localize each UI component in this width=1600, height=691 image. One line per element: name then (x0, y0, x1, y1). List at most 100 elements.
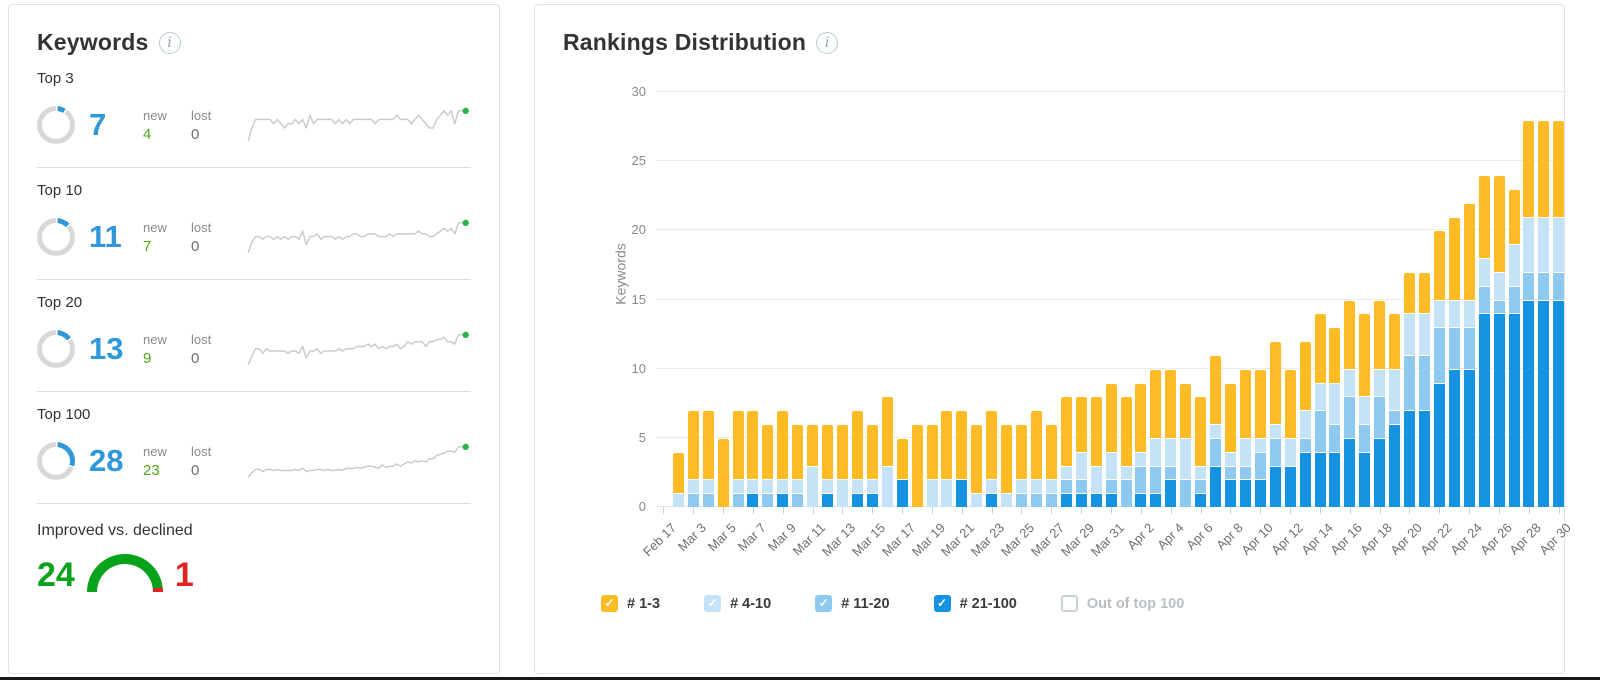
bar-segment-11-20 (1210, 438, 1222, 466)
bar-segment-1-3 (941, 411, 953, 480)
x-tick-label: Apr 20 (1387, 520, 1425, 558)
x-tick (663, 507, 665, 514)
trend-sparkline (247, 219, 469, 254)
bar-segment-1-3 (747, 411, 759, 480)
bar-segment-11-20 (762, 494, 774, 507)
bar-segment-1-3 (1150, 369, 1162, 438)
legend-label: # 1-3 (627, 595, 661, 612)
chart-bars (656, 92, 1566, 507)
x-tick (1409, 507, 1411, 514)
new-label: new (143, 107, 167, 123)
bar-segment-4-10 (1374, 369, 1386, 397)
x-tick (872, 507, 874, 514)
legend-checkbox-outoftop100[interactable]: Out of top 100 (1060, 595, 1184, 612)
bar-column-mar-23 (984, 92, 999, 507)
bar-segment-1-3 (866, 425, 878, 480)
x-tick-label: Mar 5 (704, 520, 739, 555)
x-tick-label: Apr 24 (1446, 520, 1485, 558)
x-tick (1469, 507, 1471, 514)
bar-column-mar-3 (686, 92, 701, 507)
x-tick-label: Mar 29 (1057, 520, 1097, 560)
bar-segment-21-100 (1195, 494, 1207, 507)
legend-checkbox-11-20[interactable]: ✓ # 11-20 (815, 595, 890, 612)
bar-column-apr-7 (1208, 92, 1223, 507)
window-bottom-edge (0, 677, 1600, 680)
x-tick-label: Mar 23 (968, 520, 1008, 560)
bar-column-apr-8 (1223, 92, 1238, 507)
legend-checkbox-21-100[interactable]: ✓ # 21-100 (933, 595, 1017, 612)
bar-segment-4-10 (1329, 383, 1341, 425)
bar-segment-1-3 (1075, 397, 1087, 452)
bar-segment-4-10 (1239, 438, 1251, 466)
bar-segment-1-3 (986, 411, 998, 480)
bar-column-mar-19 (925, 92, 940, 507)
x-tick (782, 507, 784, 514)
trend-sparkline (247, 107, 469, 142)
bar-segment-11-20 (1553, 272, 1565, 300)
info-icon[interactable]: i (158, 31, 181, 54)
new-label: new (143, 219, 167, 235)
bar-segment-11-20 (1120, 480, 1132, 507)
bar-segment-21-100 (777, 494, 789, 507)
keyword-count: 7 (89, 107, 107, 142)
lost-value: 0 (191, 461, 200, 479)
bar-segment-21-100 (1150, 494, 1162, 507)
improved-vs-declined-label: Improved vs. declined (37, 522, 193, 539)
bar-segment-11-20 (1254, 452, 1266, 480)
x-tick (1498, 507, 1500, 514)
x-tick (1051, 507, 1053, 514)
bar-segment-1-3 (717, 438, 729, 507)
bar-column-mar-31 (1104, 92, 1119, 507)
bar-segment-1-3 (1463, 203, 1475, 300)
bar-segment-4-10 (1359, 397, 1371, 425)
lost-value: 0 (191, 349, 200, 367)
x-tick-label: Apr 2 (1123, 520, 1157, 553)
legend-checkbox-4-10[interactable]: ✓ # 4-10 (704, 595, 771, 612)
bar-segment-21-100 (822, 494, 834, 507)
legend-label: # 21-100 (959, 595, 1017, 612)
bar-segment-4-10 (1523, 217, 1535, 272)
bar-segment-1-3 (1224, 383, 1236, 452)
bar-segment-1-3 (926, 425, 938, 480)
bar-segment-4-10 (881, 466, 893, 507)
rankings-panel-header: Rankings Distribution i (563, 29, 1536, 56)
bar-segment-21-100 (1404, 411, 1416, 507)
x-tick (1140, 507, 1142, 514)
bar-column-mar-16 (880, 92, 895, 507)
bar-segment-4-10 (1090, 466, 1102, 494)
bar-segment-1-3 (1508, 189, 1520, 245)
bar-segment-4-10 (822, 480, 834, 494)
bar-segment-21-100 (1344, 438, 1356, 507)
keywords-section-top3: Top 3 7 new 4 lost 0 (37, 70, 471, 151)
chart-legend: ✓ # 1-3 ✓ # 4-10 ✓ # 11-20 ✓ # 21-100 Out of top… (601, 595, 1536, 612)
bar-column-mar-26 (1029, 92, 1044, 507)
bar-segment-1-3 (792, 425, 804, 480)
bar-segment-4-10 (1045, 480, 1057, 494)
bar-column-mar-15 (865, 92, 880, 507)
bar-segment-4-10 (1463, 300, 1475, 328)
bar-segment-1-3 (1090, 397, 1102, 466)
bar-column-apr-5 (1178, 92, 1193, 507)
bar-segment-4-10 (762, 480, 774, 494)
bar-segment-1-3 (1404, 272, 1416, 314)
bar-segment-11-20 (1508, 286, 1520, 314)
bar-segment-1-3 (1329, 328, 1341, 383)
bar-column-mar-17 (895, 92, 910, 507)
x-tick (1230, 507, 1232, 514)
bar-column-mar-10 (790, 92, 805, 507)
info-icon[interactable]: i (816, 31, 839, 54)
bar-column-apr-26 (1492, 92, 1507, 507)
bar-segment-1-3 (881, 397, 893, 466)
bar-segment-21-100 (1269, 466, 1281, 507)
legend-checkbox-1-3[interactable]: ✓ # 1-3 (601, 595, 660, 612)
bar-segment-21-100 (1329, 452, 1341, 507)
bar-segment-1-3 (1448, 217, 1460, 300)
bar-segment-21-100 (1463, 369, 1475, 507)
bar-segment-11-20 (1180, 480, 1192, 507)
divider (37, 167, 471, 168)
x-tick (1319, 507, 1321, 514)
bar-column-apr-21 (1417, 92, 1432, 507)
x-tick-label: Mar 3 (674, 520, 709, 555)
bar-segment-1-3 (1105, 383, 1117, 452)
bar-segment-1-3 (851, 411, 863, 480)
